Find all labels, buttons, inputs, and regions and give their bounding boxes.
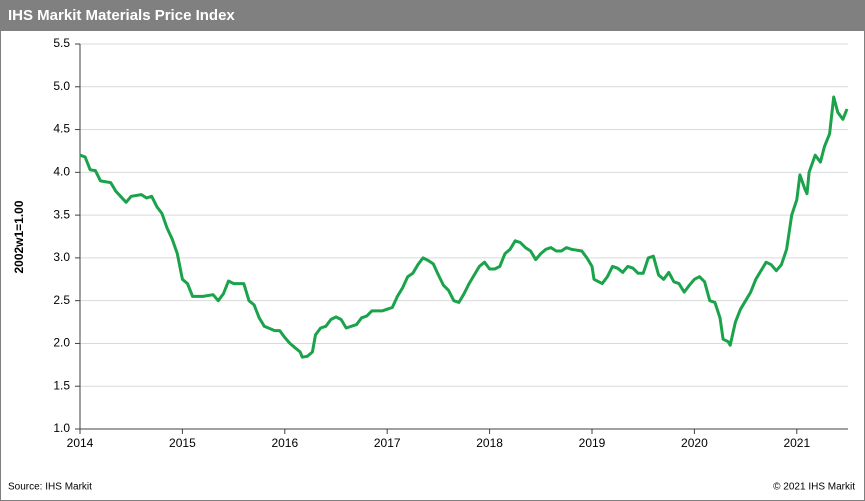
y-tick-label: 1.0 [53, 421, 70, 435]
x-tick-label: 2018 [476, 436, 503, 450]
data-line [79, 95, 849, 359]
x-tick-label: 2017 [374, 436, 401, 450]
y-tick-label: 3.0 [53, 250, 70, 264]
y-axis-label: 2002w1=1.00 [12, 200, 26, 273]
y-tick-label: 2.0 [53, 336, 70, 350]
y-tick-label: 5.0 [53, 79, 70, 93]
y-tick-label: 4.0 [53, 165, 70, 179]
y-tick-label: 4.5 [53, 122, 70, 136]
x-tick-label: 2016 [271, 436, 298, 450]
chart-title: IHS Markit Materials Price Index [8, 7, 235, 24]
x-tick-label: 2021 [783, 436, 810, 450]
y-tick-label: 1.5 [53, 378, 70, 392]
copyright-note: © 2021 IHS Markit [773, 482, 855, 493]
x-tick-label: 2020 [681, 436, 708, 450]
x-tick-label: 2015 [169, 436, 196, 450]
x-tick-label: 2014 [67, 436, 94, 450]
header-bar [0, 0, 865, 31]
y-tick-label: 5.5 [53, 36, 70, 50]
y-tick-label: 2.5 [53, 293, 70, 307]
x-tick-label: 2019 [579, 436, 606, 450]
source-note: Source: IHS Markit [8, 482, 92, 493]
y-tick-label: 3.5 [53, 207, 70, 221]
